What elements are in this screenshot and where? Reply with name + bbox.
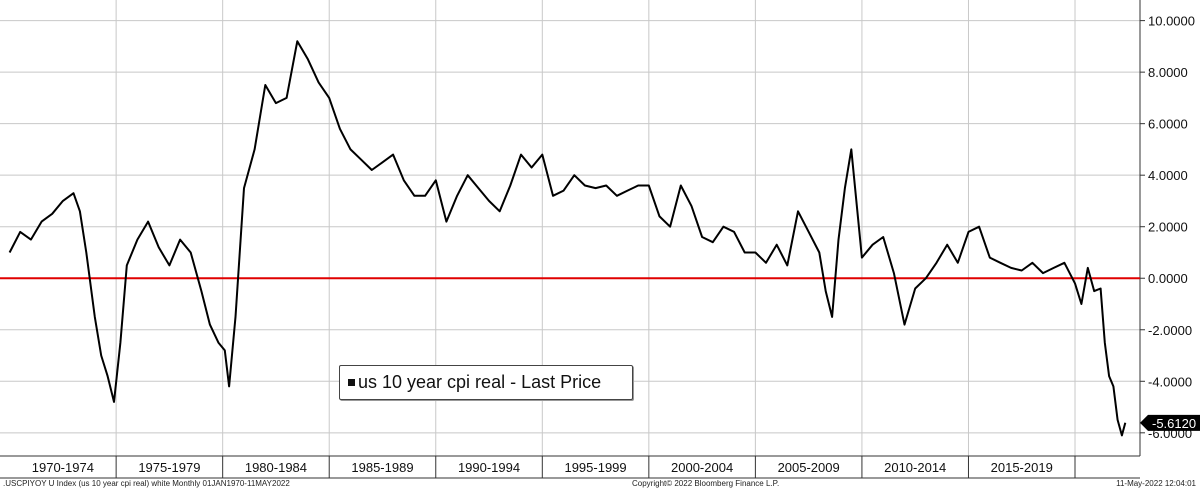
last-price-marker: -5.6120	[1140, 414, 1200, 431]
y-tick-label: 10.0000	[1148, 14, 1195, 29]
legend-label: us 10 year cpi real - Last Price	[358, 372, 602, 392]
x-tick-label: 1980-1984	[245, 460, 307, 475]
footer-timestamp: 11-May-2022 12:04:01	[1116, 479, 1196, 488]
y-tick-label: 6.0000	[1148, 117, 1188, 132]
y-tick-label: -2.0000	[1148, 323, 1192, 338]
x-tick-label: 1970-1974	[32, 460, 94, 475]
y-tick-label: 8.0000	[1148, 65, 1188, 80]
x-tick-label: 2005-2009	[778, 460, 840, 475]
last-price-box	[1140, 414, 1200, 431]
x-tick-label: 2015-2019	[991, 460, 1053, 475]
x-tick-label: 1975-1979	[138, 460, 200, 475]
x-tick-label: 1985-1989	[351, 460, 413, 475]
x-axis: 1970-1974 1975-1979 1980-1984 1985-1989 1990…	[0, 455, 1140, 479]
y-tick-label: 0.0000	[1148, 271, 1188, 286]
footer-copyright: Copyright© 2022 Bloomberg Finance L.P.	[632, 479, 780, 488]
x-tick-label: 1995-1999	[564, 460, 626, 475]
x-tick-label: 2000-2004	[671, 460, 733, 475]
footer-index-info: .USCPIYOY U Index (us 10 year cpi real) …	[3, 479, 290, 488]
y-tick-label: 2.0000	[1148, 220, 1188, 235]
y-tick-label: -4.0000	[1148, 374, 1192, 389]
x-tick-label: 1990-1994	[458, 460, 520, 475]
y-tick-label: 4.0000	[1148, 168, 1188, 183]
legend-swatch	[348, 379, 355, 386]
y-axis: -6.0000-4.0000-2.00000.00002.00004.00006…	[1139, 0, 1195, 456]
legend: us 10 year cpi real - Last Price	[339, 365, 633, 400]
x-tick-label: 2010-2014	[884, 460, 946, 475]
last-price-label: -5.6120	[1152, 416, 1196, 431]
series-line-us-10-year-cpi-real	[8, 40, 1127, 437]
